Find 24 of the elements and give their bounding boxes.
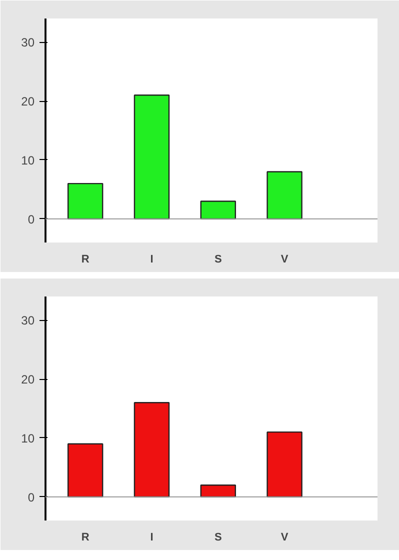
bar (134, 94, 170, 220)
x-tick-label: S (214, 532, 222, 544)
x-tick-label: I (150, 532, 154, 544)
y-tick-label: 20 (21, 94, 35, 109)
x-tick-label: R (81, 254, 90, 266)
x-tick-label: R (81, 532, 90, 544)
bar (67, 443, 104, 498)
y-tick-label: 30 (21, 314, 35, 328)
x-tick-label: S (214, 254, 222, 266)
y-tick-label: 0 (28, 490, 35, 504)
bar (266, 171, 302, 220)
y-tick-label: 20 (21, 372, 35, 387)
x-tick-label: V (280, 254, 289, 266)
bar (134, 402, 170, 498)
bar (200, 484, 236, 498)
x-tick-label: I (150, 254, 154, 266)
y-tick-label: 30 (21, 36, 35, 50)
x-tick-label: V (280, 532, 289, 544)
bar (200, 200, 236, 220)
y-tick-label: 10 (21, 431, 35, 446)
bar (67, 182, 104, 220)
bar (266, 431, 302, 498)
y-tick-label: 0 (28, 212, 35, 226)
y-tick-label: 10 (21, 153, 35, 168)
